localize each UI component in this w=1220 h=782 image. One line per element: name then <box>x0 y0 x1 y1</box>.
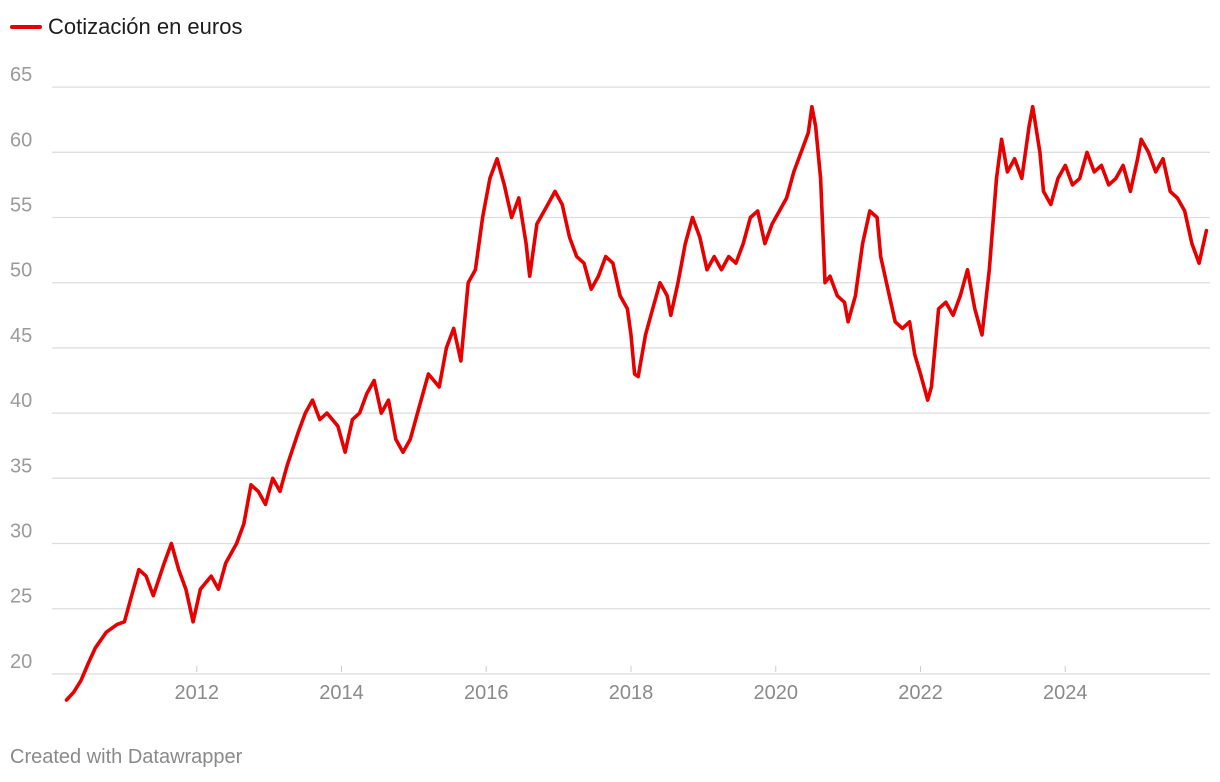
y-tick-label-55: 55 <box>10 195 32 217</box>
x-tick-label-2024: 2024 <box>1043 682 1088 704</box>
x-tick-label-2018: 2018 <box>609 682 654 704</box>
series-line-0 <box>64 104 1209 702</box>
x-tick-label-2014: 2014 <box>319 682 364 704</box>
x-tick-label-2012: 2012 <box>175 682 220 704</box>
chart-legend: Cotización en euros <box>10 14 242 40</box>
x-tick-label-2016: 2016 <box>464 682 509 704</box>
x-tick-label-2020: 2020 <box>754 682 799 704</box>
y-tick-label-20: 20 <box>10 651 32 673</box>
y-tick-label-50: 50 <box>10 260 32 282</box>
y-tick-label-60: 60 <box>10 129 32 151</box>
y-tick-label-45: 45 <box>10 325 32 347</box>
legend-swatch <box>10 25 42 29</box>
credit-text: Created with Datawrapper <box>10 746 243 768</box>
y-tick-label-30: 30 <box>10 521 32 543</box>
y-tick-label-35: 35 <box>10 455 32 477</box>
line-chart: 20 25 30 35 40 45 50 55 60 65 2012 2014 2016 2018 2020… <box>10 64 1210 704</box>
x-tick-label-2022: 2022 <box>898 682 943 704</box>
y-tick-label-65: 65 <box>10 64 32 86</box>
y-tick-label-40: 40 <box>10 390 32 412</box>
y-tick-label-25: 25 <box>10 586 32 608</box>
legend-label: Cotización en euros <box>48 14 243 39</box>
